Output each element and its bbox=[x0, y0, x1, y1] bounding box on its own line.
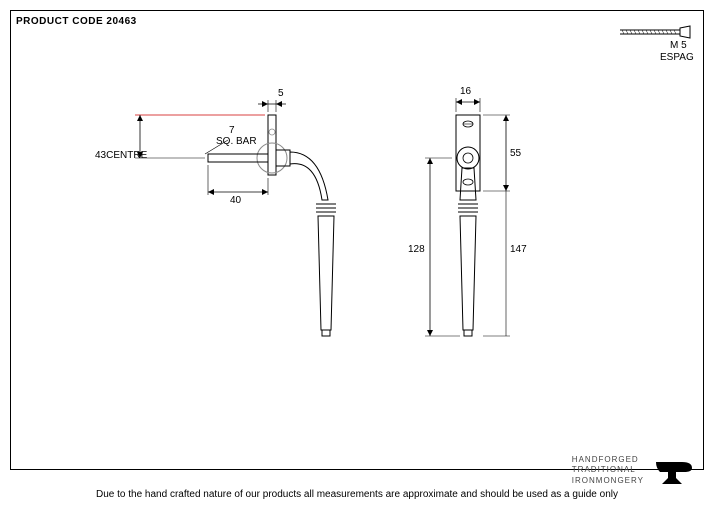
screw-icon bbox=[620, 26, 690, 38]
dim-overall-h: 147 bbox=[510, 244, 527, 255]
dim-backplate-w: 16 bbox=[460, 86, 471, 97]
brand-line-3: IRONMONGERY bbox=[572, 476, 644, 486]
brand-line-2: TRADITIONAL bbox=[572, 465, 644, 475]
brand-text: HANDFORGED TRADITIONAL IRONMONGERY bbox=[572, 455, 644, 486]
brand-line-1: HANDFORGED bbox=[572, 455, 644, 465]
dim-centre: 43CENTRE bbox=[95, 150, 147, 161]
dim-backplate-top: 55 bbox=[510, 148, 521, 159]
screw-label-1: M 5 bbox=[670, 40, 687, 51]
dim-handle-len: 128 bbox=[408, 244, 425, 255]
anvil-icon bbox=[654, 454, 694, 488]
dim-offset: 40 bbox=[230, 195, 241, 206]
front-view bbox=[425, 98, 510, 336]
technical-drawing bbox=[0, 0, 714, 506]
screw-label-2: ESPAG bbox=[660, 52, 694, 63]
dim-plate-w: 5 bbox=[278, 88, 284, 99]
footer-note: Due to the hand crafted nature of our pr… bbox=[0, 489, 714, 500]
dim-sqbar-label: SQ. BAR bbox=[216, 136, 257, 147]
dim-sqbar-num: 7 bbox=[229, 125, 235, 136]
